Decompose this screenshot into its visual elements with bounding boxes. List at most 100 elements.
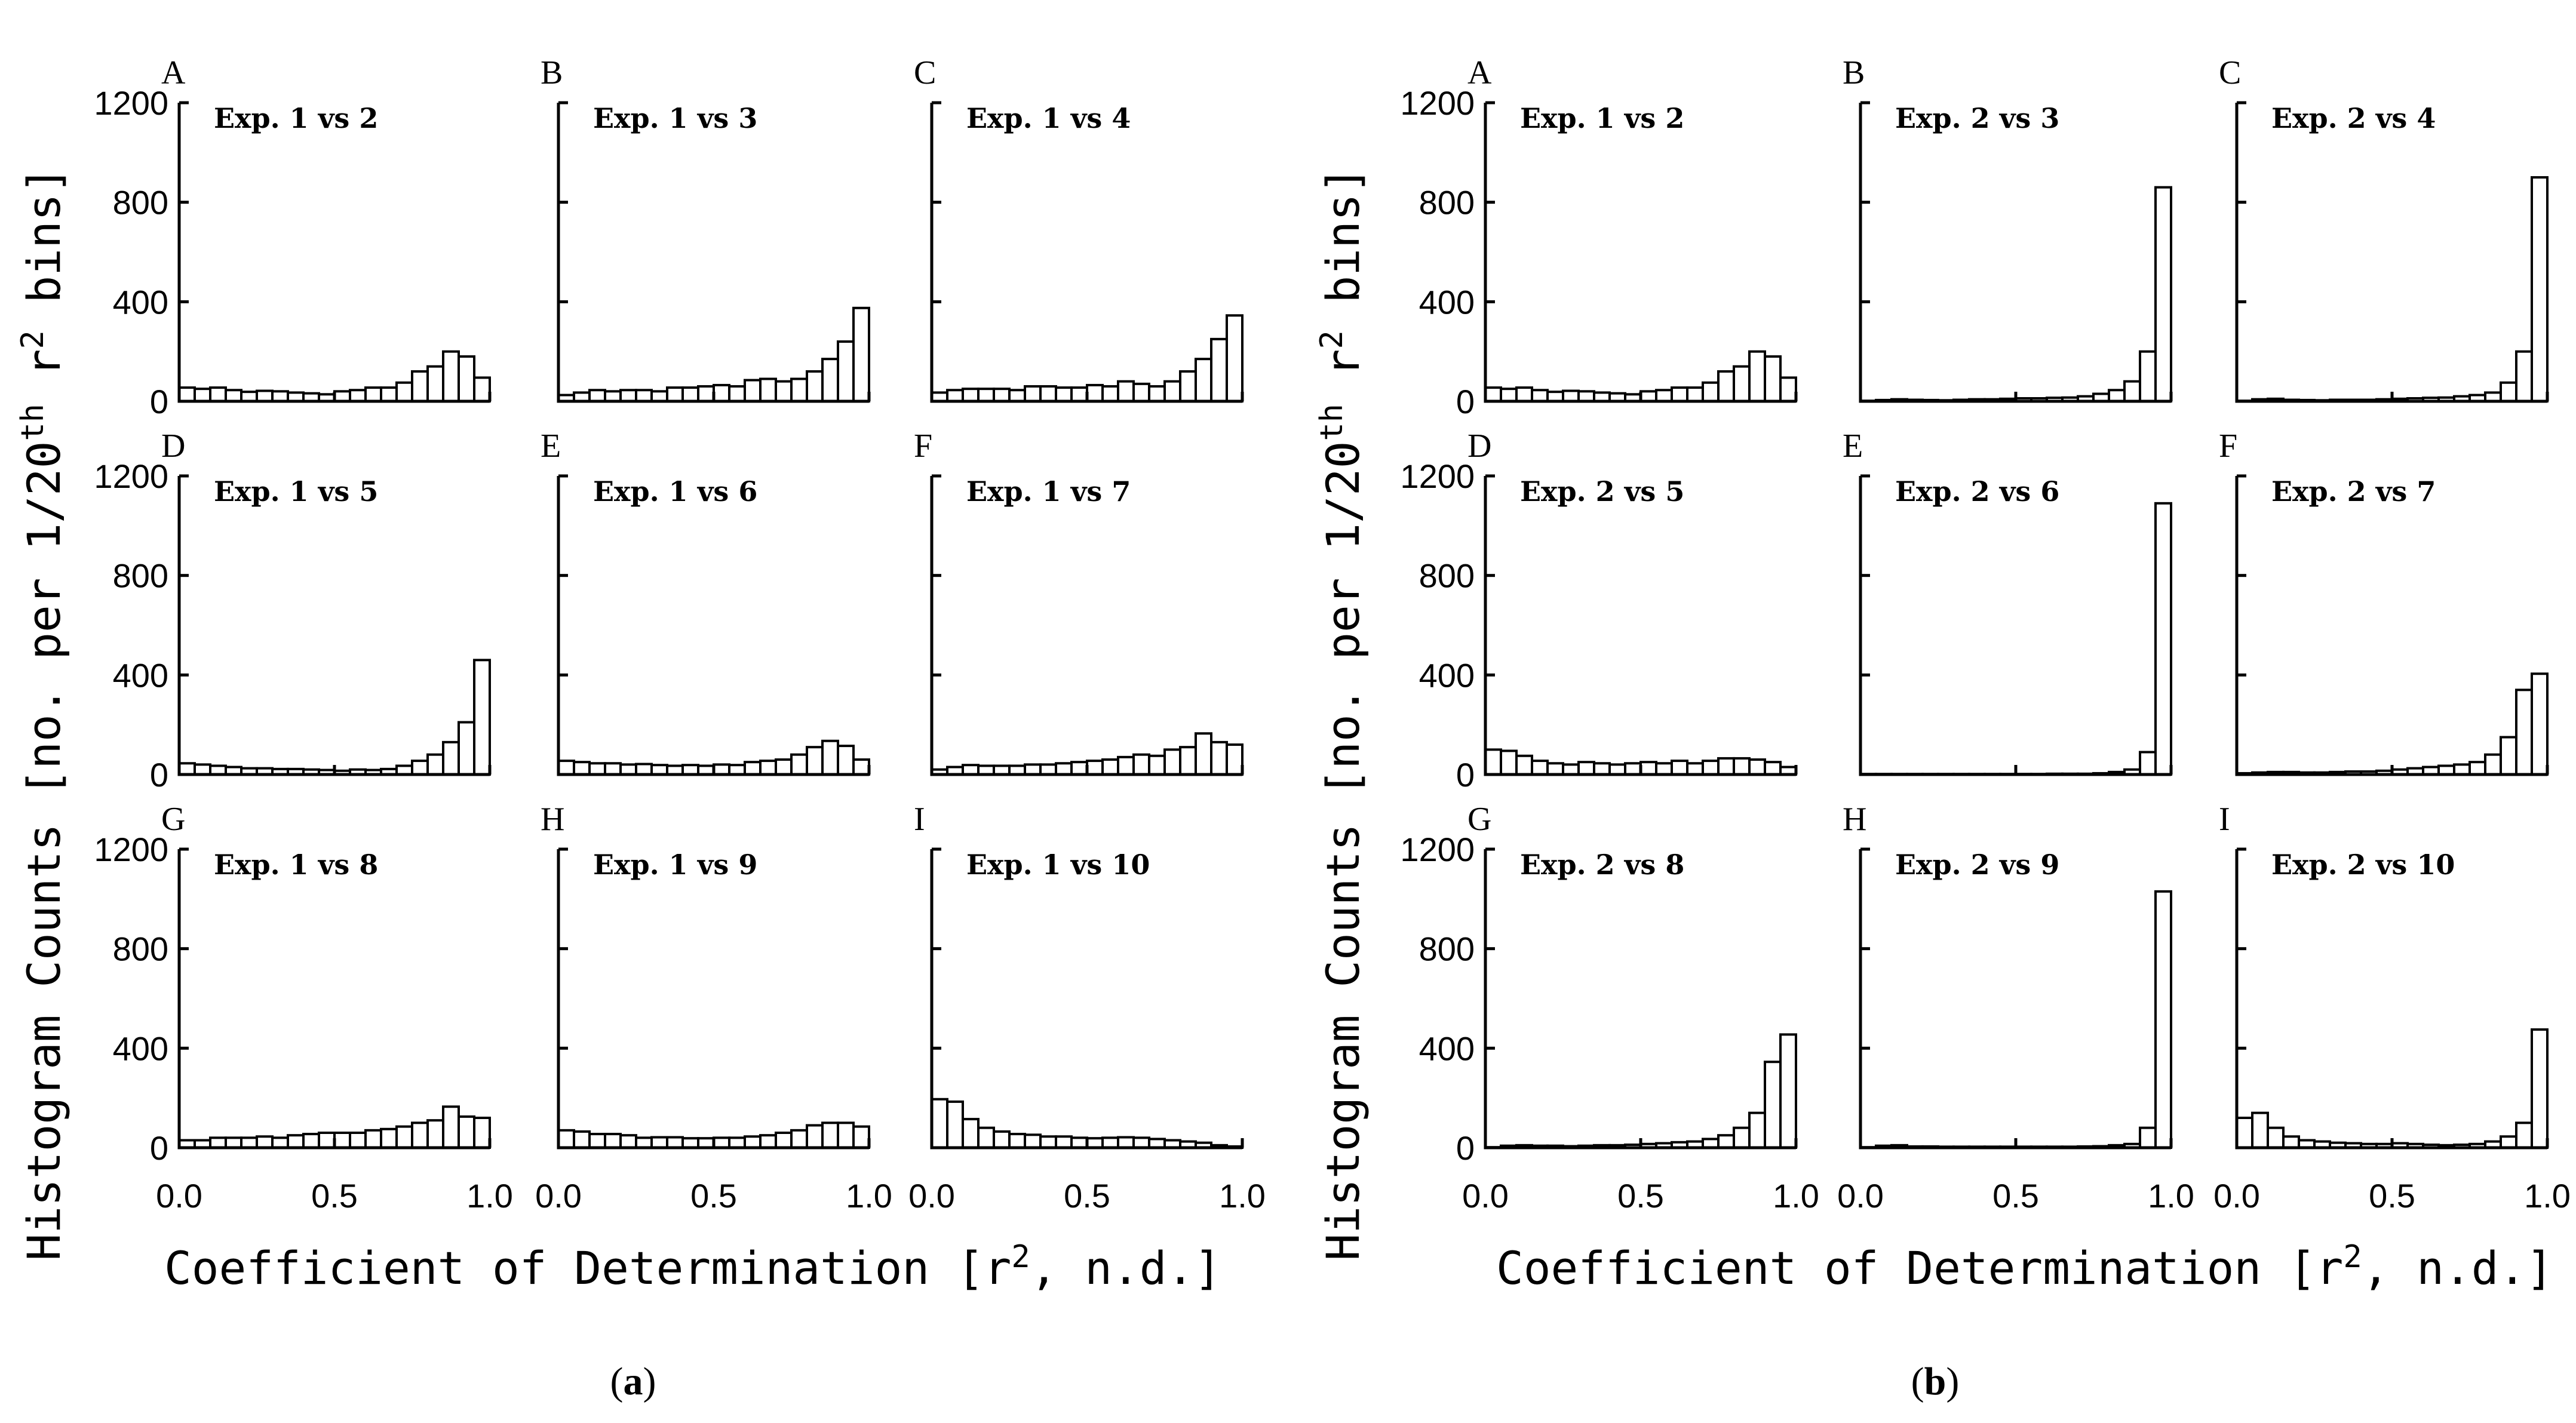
- histogram-bar: [2154, 890, 2172, 1150]
- axis-lines: [930, 476, 1242, 776]
- histogram-bar: [837, 1121, 855, 1150]
- panel-title: Exp. 2 vs 9: [1895, 849, 2059, 881]
- panel-title: Exp. 2 vs 7: [2271, 475, 2436, 508]
- histogram-bar: [1163, 380, 1181, 403]
- histogram-bar: [1148, 754, 1166, 776]
- histogram-bar: [946, 1100, 964, 1149]
- histogram-bar: [1748, 758, 1766, 776]
- histogram-bar: [1132, 753, 1150, 776]
- histogram-bar: [806, 746, 824, 776]
- histogram-bar: [1148, 385, 1166, 402]
- histogram-bar: [744, 761, 762, 776]
- histogram-bar: [962, 388, 980, 403]
- histogram-bar: [442, 740, 460, 776]
- histogram-bar: [1500, 388, 1518, 403]
- histogram-bar: [759, 377, 777, 402]
- y-tick-label: 1200: [94, 457, 168, 495]
- y-tick-label: 1200: [94, 831, 168, 868]
- histogram-bar: [1195, 358, 1212, 403]
- histogram-bar: [225, 389, 242, 402]
- histogram-bar: [993, 1130, 1011, 1149]
- histogram-bar: [588, 762, 606, 776]
- x-tick-label: 0.0: [1837, 1177, 1884, 1215]
- x-tick-label: 0.0: [1462, 1177, 1509, 1215]
- panel-title: Exp. 1 vs 7: [966, 475, 1131, 508]
- histogram-bar: [1101, 385, 1119, 402]
- histogram-bar: [287, 1134, 305, 1149]
- histogram-bar: [1671, 386, 1688, 402]
- histogram-bar: [2500, 1135, 2517, 1149]
- histogram-bar: [2282, 1135, 2300, 1149]
- histogram-bar: [1515, 754, 1533, 776]
- panel-b: B Exp. 2 vs 3: [1843, 54, 2173, 403]
- panel-i: 0.0 0.5 1.0 I Exp. 2 vs 10: [2213, 801, 2571, 1215]
- histogram-bar: [588, 389, 606, 402]
- axis-lines: [930, 103, 1242, 403]
- histogram-bar: [380, 386, 398, 402]
- histogram-bar: [1008, 389, 1026, 402]
- panel-f: F Exp. 1 vs 7: [914, 428, 1244, 776]
- histogram-bar: [458, 721, 475, 776]
- histogram-bar: [619, 389, 637, 402]
- x-tick-label: 0.0: [908, 1177, 955, 1215]
- y-tick-label: 800: [1419, 184, 1475, 222]
- y-tick-label: 1200: [1400, 84, 1475, 122]
- histogram-bar: [1748, 1111, 1766, 1149]
- histogram-bar: [209, 386, 227, 402]
- panel-b: B Exp. 1 vs 3: [541, 54, 871, 403]
- histogram-bar: [1779, 1033, 1797, 1149]
- histogram-bar: [2531, 176, 2549, 402]
- x-tick-label: 0.0: [2213, 1177, 2260, 1215]
- histogram-bar: [1577, 761, 1595, 776]
- histogram-bar: [1055, 386, 1073, 402]
- histogram-bar: [1686, 386, 1704, 402]
- axis-lines: [1859, 476, 2171, 776]
- panel-letter: B: [541, 54, 563, 91]
- y-tick-label: 0: [150, 756, 168, 794]
- histogram-bar: [852, 306, 870, 402]
- panel-title: Exp. 2 vs 4: [2271, 102, 2436, 134]
- panel-title: Exp. 2 vs 8: [1520, 849, 1684, 881]
- panel-letter: G: [161, 801, 185, 838]
- panel-letter: I: [2219, 801, 2230, 838]
- histogram-bar: [1195, 732, 1212, 776]
- histogram-bar: [1531, 760, 1549, 776]
- histogram-bar: [1748, 350, 1766, 403]
- axis-lines: [1859, 849, 2171, 1150]
- histogram-bar: [821, 1121, 839, 1150]
- y-tick-label: 800: [113, 184, 168, 222]
- histogram-bar: [1733, 1126, 1751, 1149]
- axis-lines: [557, 849, 869, 1150]
- histogram-bar: [790, 377, 808, 402]
- y-tick-label: 800: [1419, 930, 1475, 968]
- histogram-bar: [666, 1136, 684, 1149]
- y-tick-label: 0: [1456, 756, 1475, 794]
- histogram-bar: [573, 761, 591, 776]
- histogram-bar: [1055, 762, 1073, 776]
- histogram-bar: [557, 760, 575, 776]
- histogram-bar: [411, 370, 429, 402]
- panel-letter: F: [914, 428, 932, 465]
- x-tick-label: 0.0: [535, 1177, 582, 1215]
- histogram-bar: [411, 1121, 429, 1150]
- histogram-bar: [2531, 672, 2549, 776]
- histogram-bar: [2154, 502, 2172, 776]
- y-tick-label: 400: [1419, 283, 1475, 321]
- histogram-bar: [411, 760, 429, 776]
- histogram-bar: [1671, 760, 1688, 776]
- histogram-bar: [852, 1125, 870, 1150]
- histogram-bar: [1117, 380, 1135, 403]
- x-tick-label: 0.5: [311, 1177, 358, 1215]
- histogram-bar: [1179, 746, 1197, 776]
- panel-title: Exp. 1 vs 10: [966, 849, 1150, 881]
- histogram-bar: [1055, 1135, 1073, 1149]
- histogram-bar: [1086, 760, 1104, 776]
- histogram-bar: [635, 389, 653, 402]
- histogram-bar: [759, 1134, 777, 1149]
- histogram-bar: [473, 1117, 491, 1149]
- axis-lines: [1484, 849, 1796, 1150]
